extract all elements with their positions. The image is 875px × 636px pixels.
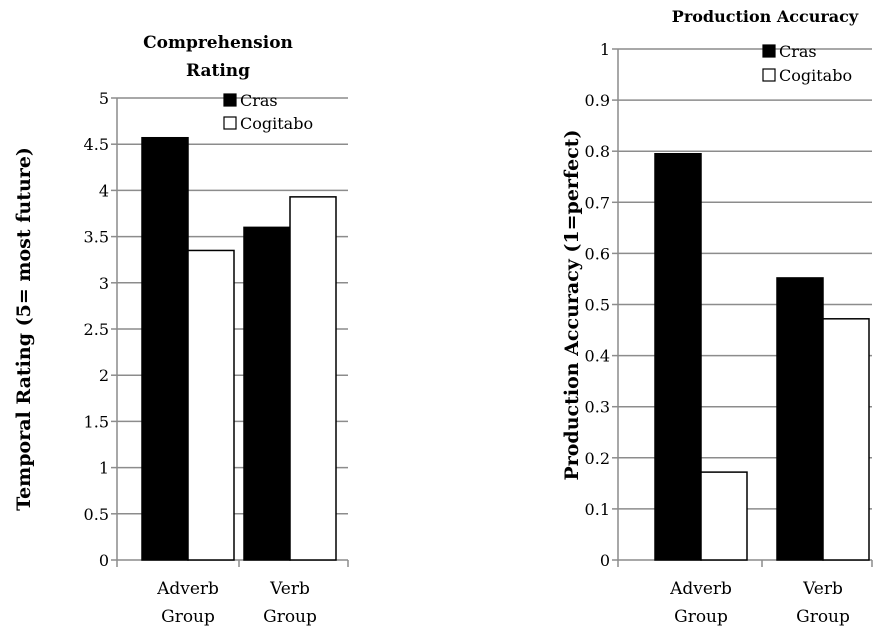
legend-label-cogitabo: Cogitabo <box>240 114 313 133</box>
y-tick-label: 0.3 <box>585 398 610 417</box>
y-tick-label: 0.8 <box>585 142 610 161</box>
legend-swatch-cras <box>762 44 776 58</box>
x-category-label: Adverb <box>156 579 219 599</box>
x-category-label: Adverb <box>669 579 732 599</box>
x-category-label: Group <box>796 607 850 627</box>
legend-label-cras: Cras <box>240 91 278 110</box>
y-tick-label: 0.7 <box>585 193 610 212</box>
bar-cogitabo-verb <box>822 318 870 561</box>
y-axis-label: Temporal Rating (5= most future) <box>13 147 35 511</box>
y-tick-label: 0 <box>99 551 109 570</box>
x-category-label: Group <box>263 607 317 627</box>
y-tick-label: 0.6 <box>585 244 610 263</box>
bar-cogitabo-adverb <box>700 471 748 561</box>
legend: Cras Cogitabo <box>762 42 852 85</box>
y-tick-label: 0.5 <box>585 296 610 315</box>
chart-title-line: Production Accuracy <box>672 7 859 26</box>
bar-cogitabo-adverb <box>187 249 235 561</box>
y-tick-label: 3 <box>99 274 109 293</box>
y-tick-label: 1.5 <box>84 412 109 431</box>
x-category-label: Verb <box>269 579 310 599</box>
chart-1: Comprehension Rating 0 0.5 1 1.5 2 2.5 3 3.5 4 4.5 5… <box>13 33 349 627</box>
y-tick-label: 0.1 <box>585 500 610 519</box>
y-tick-label: 0.4 <box>585 347 610 366</box>
y-tick-label: 0.2 <box>585 449 610 468</box>
bar-cras-verb <box>776 277 824 561</box>
bar-cras-adverb <box>654 153 702 561</box>
legend-swatch-cogitabo <box>223 116 237 130</box>
y-tick-label: 4 <box>99 181 109 200</box>
chart-title-line: Rating <box>186 61 250 81</box>
bar-cras-verb <box>243 226 291 561</box>
y-tick-label: 0.5 <box>84 505 109 524</box>
legend-swatch-cogitabo <box>762 68 776 82</box>
chart-2: Production Accuracy 0 0.1 0.2 0.3 0.4 0.5 0.6 0.… <box>561 7 873 627</box>
legend-label-cras: Cras <box>779 42 817 61</box>
bar-cogitabo-verb <box>289 196 337 561</box>
y-tick-label: 5 <box>99 89 109 108</box>
y-tick-label: 3.5 <box>84 228 109 247</box>
chart-title-line: Comprehension <box>143 33 293 53</box>
y-axis-label: Production Accuracy (1=perfect) <box>561 129 583 480</box>
y-tick-label: 2.5 <box>84 320 109 339</box>
y-tick-label: 4.5 <box>84 135 109 154</box>
legend-label-cogitabo: Cogitabo <box>779 66 852 85</box>
legend-swatch-cras <box>223 93 237 107</box>
y-tick-label: 1 <box>600 40 610 59</box>
x-category-label: Group <box>161 607 215 627</box>
bar-cras-adverb <box>141 136 189 561</box>
x-category-label: Verb <box>802 579 843 599</box>
y-tick-label: 1 <box>99 459 109 478</box>
y-tick-label: 0.9 <box>585 91 610 110</box>
legend: Cras Cogitabo <box>223 91 313 133</box>
y-tick-label: 2 <box>99 366 109 385</box>
x-category-label: Group <box>674 607 728 627</box>
y-tick-label: 0 <box>600 551 610 570</box>
